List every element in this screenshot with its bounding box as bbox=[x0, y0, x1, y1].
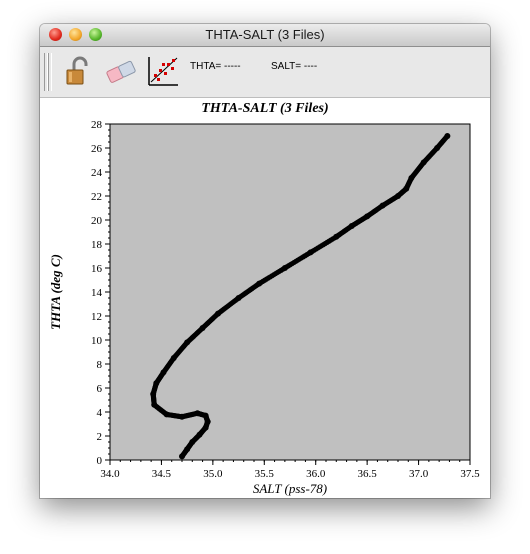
unlock-button[interactable] bbox=[62, 54, 96, 88]
y-tick-label: 20 bbox=[91, 215, 103, 227]
y-tick-label: 22 bbox=[91, 191, 102, 203]
window-title: THTA-SALT (3 Files) bbox=[205, 27, 325, 42]
thta-readout: THTA= ----- bbox=[190, 61, 241, 72]
x-tick-label: 36.5 bbox=[358, 468, 378, 480]
y-tick-label: 24 bbox=[91, 167, 103, 179]
y-tick-label: 10 bbox=[91, 335, 103, 347]
scatter-plot-button[interactable] bbox=[146, 54, 180, 88]
y-tick-label: 28 bbox=[91, 119, 103, 131]
y-tick-label: 0 bbox=[97, 455, 103, 467]
y-tick-label: 6 bbox=[97, 383, 103, 395]
toolbar: THTA= ----- SALT= ---- bbox=[40, 47, 490, 98]
y-tick-label: 26 bbox=[91, 143, 103, 155]
y-tick-label: 8 bbox=[97, 359, 103, 371]
close-button[interactable] bbox=[49, 28, 62, 41]
y-tick-label: 16 bbox=[91, 263, 103, 275]
title-bar[interactable]: THTA-SALT (3 Files) bbox=[40, 24, 490, 47]
x-tick-label: 34.0 bbox=[100, 468, 120, 480]
scatter-plot-icon bbox=[148, 57, 178, 86]
x-tick-label: 34.5 bbox=[152, 468, 172, 480]
salt-readout: SALT= ---- bbox=[271, 61, 318, 72]
plot-title: THTA-SALT (3 Files) bbox=[201, 101, 329, 116]
plot-area: THTA-SALT (3 Files) 34.0 34.5 35.0 35.5 36.0… bbox=[40, 98, 490, 498]
x-tick-label: 36.0 bbox=[306, 468, 326, 480]
thta-salt-chart[interactable]: 34.0 34.5 35.0 35.5 36.0 36.5 37.0 37.5 0246810… bbox=[40, 98, 490, 498]
toolbar-grip bbox=[44, 53, 48, 91]
erase-button[interactable] bbox=[104, 54, 138, 88]
x-tick-label: 37.5 bbox=[460, 468, 480, 480]
y-tick-label: 14 bbox=[91, 287, 103, 299]
minimize-button[interactable] bbox=[69, 28, 82, 41]
x-tick-label: 35.0 bbox=[203, 468, 223, 480]
y-tick-label: 18 bbox=[91, 239, 103, 251]
x-axis: 34.0 34.5 35.0 35.5 36.0 36.5 37.0 37.5 bbox=[100, 460, 480, 480]
unlock-icon bbox=[66, 56, 88, 85]
y-axis-label: THTA (deg C) bbox=[48, 254, 63, 330]
y-tick-label: 2 bbox=[97, 431, 103, 443]
y-tick-label: 12 bbox=[91, 311, 102, 323]
x-tick-label: 35.5 bbox=[255, 468, 275, 480]
data-series bbox=[150, 133, 451, 460]
zoom-button[interactable] bbox=[89, 28, 102, 41]
x-axis-label: SALT (pss-78) bbox=[253, 481, 327, 496]
x-tick-label: 37.0 bbox=[409, 468, 429, 480]
app-window: THTA-SALT (3 Files) bbox=[40, 24, 490, 498]
y-tick-label: 4 bbox=[97, 407, 103, 419]
data-point bbox=[444, 133, 451, 139]
eraser-icon bbox=[106, 60, 136, 83]
toolbar-grip-2 bbox=[48, 53, 52, 91]
